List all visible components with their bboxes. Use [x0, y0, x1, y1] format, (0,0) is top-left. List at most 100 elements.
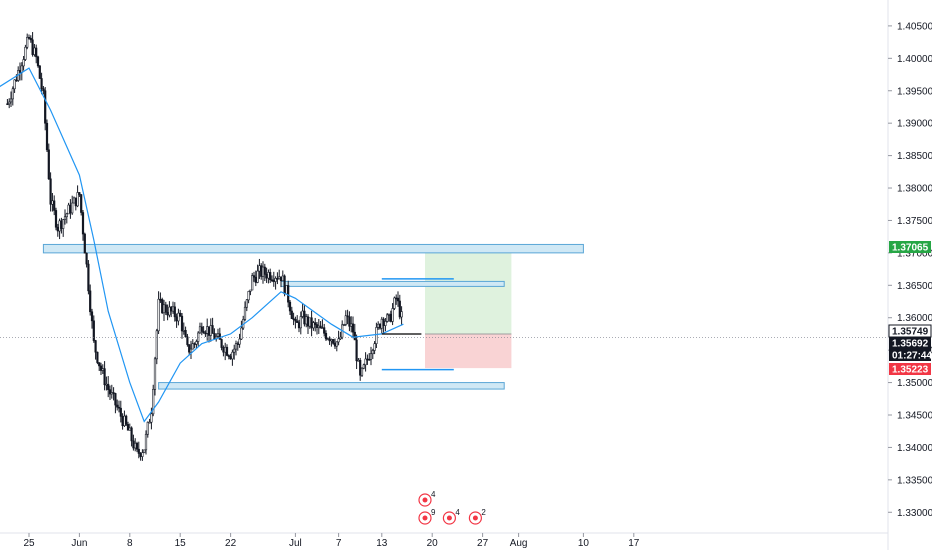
country-flag-icon — [472, 515, 478, 521]
candle-body — [285, 285, 288, 295]
candle-body — [389, 313, 392, 322]
candle-body — [366, 358, 369, 361]
candle-body — [234, 343, 238, 350]
candle-body — [96, 351, 99, 363]
candle-body — [162, 304, 166, 314]
stop-zone[interactable] — [425, 334, 512, 369]
candle-body — [391, 308, 394, 322]
candle-body — [87, 263, 90, 292]
candle-body — [69, 204, 72, 214]
candle-body — [22, 59, 25, 67]
y-tick-label: 1.36000 — [897, 313, 932, 324]
candle-body — [29, 37, 32, 41]
x-tick-label: 17 — [628, 538, 640, 549]
candle-body — [65, 213, 68, 218]
candle-body — [303, 310, 306, 325]
target-zone[interactable] — [425, 248, 512, 335]
candle-body — [182, 330, 185, 332]
candle-body — [326, 338, 329, 340]
candle-body — [364, 358, 367, 366]
candle-body — [209, 325, 212, 336]
candle-body — [99, 365, 103, 371]
time-axis[interactable]: 25 Jun 8 15 22 Jul 7 13 20 27 Aug 10 17 — [23, 533, 640, 549]
economic-events[interactable]: 4 9 4 2 — [418, 490, 486, 525]
candle-body — [13, 79, 16, 90]
candle-body — [279, 276, 283, 282]
candle-body — [26, 37, 29, 48]
candle-body — [15, 79, 18, 82]
event-count: 9 — [431, 508, 436, 517]
candle-body — [301, 310, 304, 317]
candle-body — [350, 323, 353, 327]
candle-body — [207, 326, 211, 336]
candle-body — [144, 433, 148, 451]
price-axis[interactable]: 1.40500 1.40000 1.39500 1.39000 1.38500 1.380… — [888, 21, 932, 519]
candle-body — [240, 327, 243, 340]
candle-body — [132, 440, 135, 449]
candle-body — [53, 200, 56, 211]
candle-body — [252, 275, 256, 278]
y-tick-label: 1.39000 — [897, 119, 932, 130]
candle-body — [83, 233, 86, 254]
y-tick-label: 1.33000 — [897, 508, 932, 519]
candle-body — [153, 358, 157, 390]
candle-body — [108, 389, 112, 395]
candle-body — [211, 325, 214, 334]
candle-body — [224, 346, 227, 353]
candle-body — [155, 330, 158, 360]
zone-rect-0[interactable] — [42, 243, 584, 254]
candle-body — [290, 310, 293, 319]
candle-body — [141, 452, 144, 457]
candle-body — [36, 56, 40, 67]
candle-body — [359, 359, 362, 376]
candle-body — [6, 103, 9, 106]
y-tick-label: 1.40000 — [897, 54, 932, 65]
candle-body — [292, 318, 295, 320]
candle-body — [94, 340, 97, 353]
candle-body — [386, 314, 389, 322]
candle-body — [249, 289, 252, 292]
y-tick-label: 1.40500 — [897, 21, 932, 32]
level-lines[interactable] — [0, 278, 888, 371]
candle-body — [143, 449, 146, 453]
candle-body — [148, 421, 151, 424]
zone-rect-2[interactable] — [158, 382, 505, 390]
candle-body — [189, 348, 193, 353]
y-tick-label: 1.33500 — [897, 475, 932, 486]
zone-rect-1[interactable] — [280, 280, 505, 287]
candle-body — [51, 200, 54, 205]
candle-body — [260, 265, 263, 277]
candle-body — [384, 321, 387, 326]
candle-body — [80, 194, 83, 213]
candle-body — [9, 98, 13, 103]
candle-body — [373, 343, 376, 351]
candle-body — [31, 39, 34, 55]
candle-body — [206, 326, 209, 334]
position-tool[interactable] — [425, 248, 512, 369]
candle-body — [121, 416, 124, 427]
candle-body — [218, 333, 221, 340]
candle-body — [27, 37, 31, 39]
x-tick-label: 22 — [225, 538, 237, 549]
candle-body — [67, 204, 70, 215]
candle-body — [42, 88, 45, 92]
candle-body — [166, 311, 169, 316]
candle-body — [306, 316, 310, 327]
candle-body — [200, 326, 203, 332]
candle-body — [281, 275, 284, 282]
price-tag — [889, 241, 931, 253]
candle-body — [62, 219, 65, 229]
candle-body — [179, 312, 182, 317]
price-tag-label: 1.35749 — [892, 327, 929, 338]
candle-body — [137, 448, 140, 454]
candle-body — [71, 202, 74, 214]
candle-body — [56, 226, 59, 232]
candle-body — [76, 192, 79, 207]
candle-body — [324, 332, 328, 340]
candle-body — [328, 338, 331, 342]
candle-body — [49, 178, 52, 205]
candle-body — [229, 356, 232, 360]
candle-body — [267, 272, 270, 279]
x-tick-label: Jun — [71, 538, 87, 549]
